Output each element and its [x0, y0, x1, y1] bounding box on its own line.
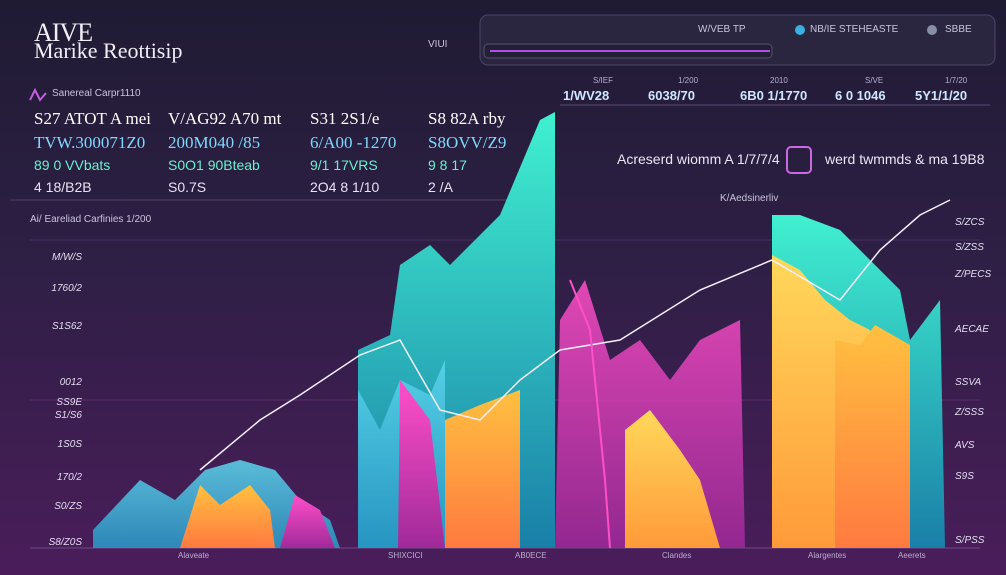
tab[interactable]: W/VEB TP: [698, 24, 746, 35]
stat-label: S/VE: [865, 76, 884, 85]
y2-axis-label: Z/SSS: [955, 407, 984, 418]
panel-cell: 2 /A: [428, 179, 453, 195]
y-axis-label: S1S62: [51, 321, 82, 332]
y-axis-label: 1760/2: [51, 283, 82, 294]
stat-value: 6 0 1046: [835, 88, 886, 103]
x-axis-label: Clandes: [662, 551, 692, 560]
y2-axis-label: Z/PECS: [955, 269, 992, 280]
panel-cell: 89 0 VVbats: [34, 157, 111, 173]
y-axis-label: SS9E: [56, 397, 82, 408]
y-axis-label: M/W/S: [52, 252, 82, 263]
panel-cell: S0.7S: [168, 179, 207, 195]
y2-axis-label: S/ZCS: [955, 217, 985, 228]
stat-value: 6B0 1/1770: [740, 88, 808, 103]
panel-cell: S31 2S1/e: [310, 109, 380, 128]
panel-cell: S8 82A rby: [428, 109, 506, 128]
stat-label: 1/200: [678, 76, 699, 85]
callout-text: werd twmmds & ma 19B8: [825, 151, 985, 167]
callout-text: Acreserd wiomm A 1/7/7/4: [617, 151, 780, 167]
panel-cell: V/AG92 A70 mt: [168, 109, 282, 128]
panel-cell: S27 ATOT A mei: [34, 109, 151, 128]
logo: AIVE: [34, 18, 93, 47]
y2-axis-label: S9S: [955, 471, 974, 482]
x-axis-label: Alaveate: [178, 551, 210, 560]
tab[interactable]: SBBE: [945, 24, 972, 35]
stat-label: 2010: [770, 76, 788, 85]
y-axis-label: S1/S6: [54, 410, 82, 421]
app-title: Marike Reottisip: [34, 38, 183, 63]
panel-cell: 9/1 17VRS: [310, 157, 378, 173]
panel-title: Sanereal Carpr1110: [52, 88, 141, 99]
y-axis-label: 170/2: [56, 472, 82, 483]
x-axis-label: Aeerets: [898, 551, 926, 560]
y-axis-label: S0/ZS: [54, 501, 82, 512]
panel-cell: S8OVV/Z9: [428, 133, 507, 152]
stat-label: 1/7/20: [945, 76, 968, 85]
panel-cell: S0O1 90Bteab: [168, 157, 260, 173]
panel-cell: 6/A00 -1270: [310, 133, 397, 152]
y2-axis-label: S/ZSS: [955, 242, 984, 253]
y2-axis-label: S/PSS: [955, 535, 985, 546]
chart-title: Ai/ Eareliad Carfinies 1/200: [30, 214, 152, 225]
x-axis-label: AB0ECE: [515, 551, 547, 560]
y2-axis-label: AVS: [955, 440, 975, 451]
panel-cell: 4 18/B2B: [34, 179, 92, 195]
y2-axis-label: AECAE: [955, 324, 989, 335]
panel-cell: 200M040 /85: [168, 133, 261, 152]
y-axis-label: S8/Z0S: [48, 537, 82, 548]
panel-cell: 2O4 8 1/10: [310, 179, 380, 195]
stat-value: 6038/70: [648, 88, 695, 103]
x-axis-label: SHIXCICI: [388, 551, 423, 560]
y-axis-label: 1S0S: [57, 439, 82, 450]
tab[interactable]: NB/IE STEHEASTE: [810, 24, 899, 35]
y-axis-label: 0012: [59, 377, 82, 388]
x-axis-label: Alargentes: [808, 551, 847, 560]
section-label: VIUI: [428, 39, 448, 50]
y2-axis-label: SSVA: [955, 377, 982, 388]
chart-note: K/Aedsinerliv: [720, 193, 779, 204]
stat-value: 5Y1/1/20: [915, 88, 968, 103]
panel-cell: TVW.300071Z0: [34, 133, 146, 152]
stat-value: 1/WV28: [563, 88, 610, 103]
stat-label: S/IEF: [593, 76, 614, 85]
panel-cell: 9 8 17: [428, 157, 467, 173]
